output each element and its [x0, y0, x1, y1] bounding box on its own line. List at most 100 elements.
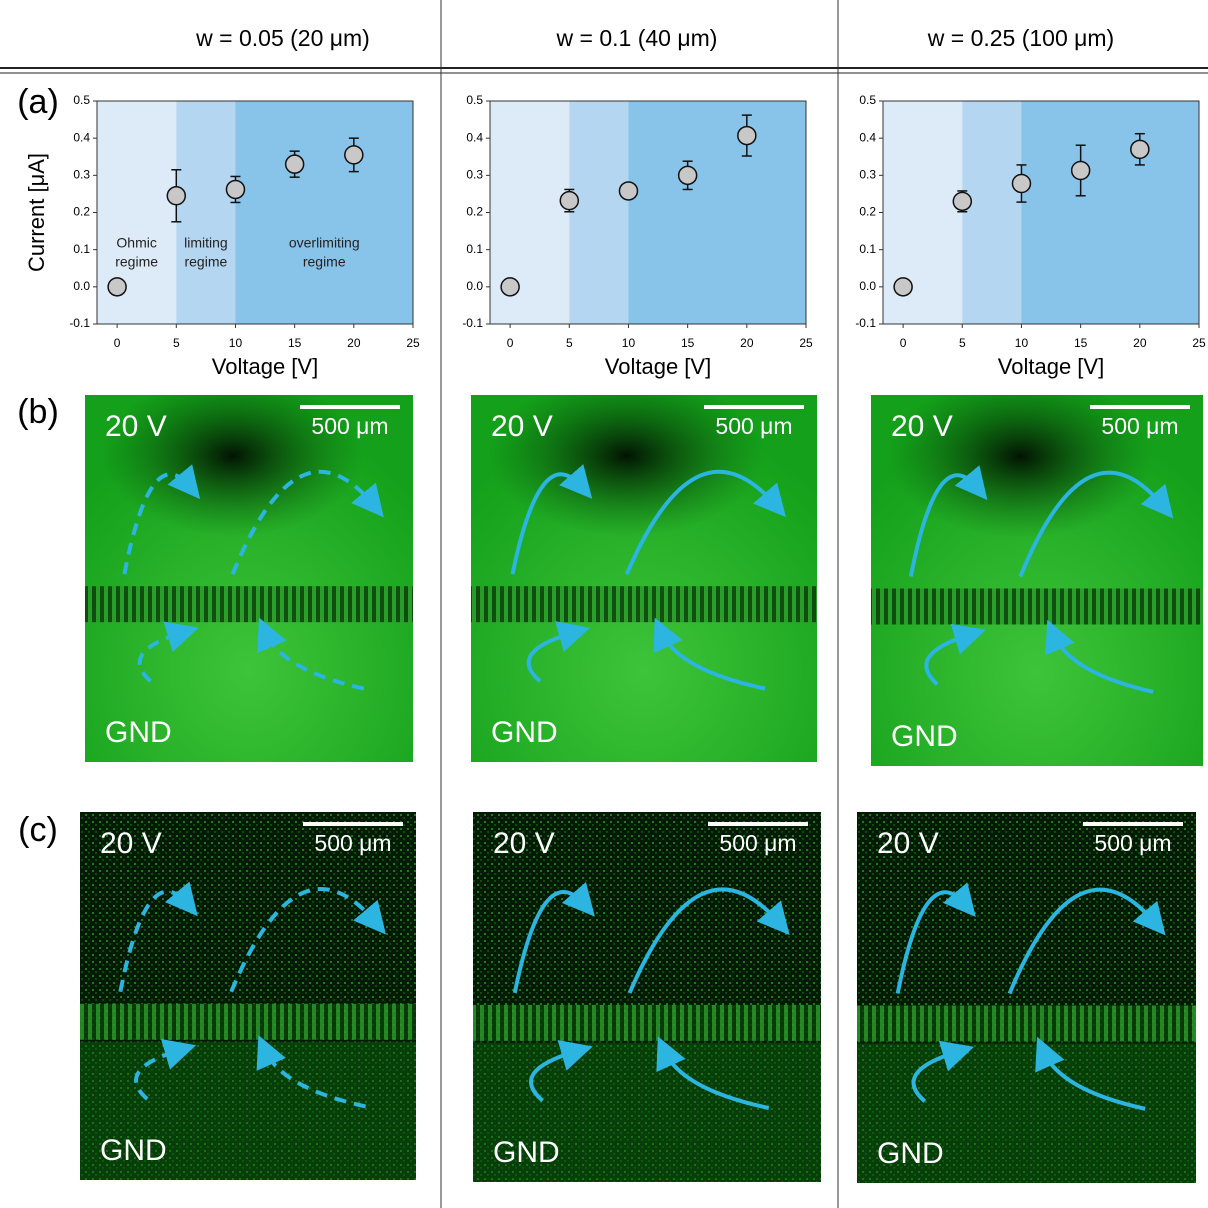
regime-label: limiting [184, 235, 228, 251]
voltage-label: 20 V [491, 410, 553, 443]
x-tick-label: 10 [622, 336, 636, 350]
y-tick-label: -0.1 [855, 316, 876, 330]
x-tick-label: 0 [114, 336, 121, 350]
x-tick-label: 25 [799, 336, 813, 350]
x-tick-label: 25 [1192, 336, 1206, 350]
channel [857, 1005, 1196, 1041]
x-tick-label: 15 [288, 336, 302, 350]
regime-label: Ohmic [116, 235, 156, 251]
scale-label: 500 μm [314, 830, 391, 856]
channel [471, 586, 817, 622]
ground-label: GND [891, 720, 958, 753]
figure: (a) (b) (c) w = 0.05 (20 μm) w = 0.1 (40 … [0, 0, 1208, 1208]
scale-label: 500 μm [1094, 830, 1171, 856]
panel-label: (a) [17, 83, 59, 121]
regime-label: regime [184, 254, 227, 270]
x-tick-label: 10 [229, 336, 243, 350]
data-point [619, 182, 637, 200]
data-point [1131, 140, 1149, 158]
y-tick-label: 0.2 [466, 205, 483, 219]
x-tick-label: 15 [1074, 336, 1088, 350]
x-axis-label: Voltage [V] [212, 354, 318, 379]
data-point [560, 192, 578, 210]
data-point [167, 187, 185, 205]
scale-label: 500 μm [715, 413, 792, 439]
y-tick-label: 0.2 [859, 205, 876, 219]
scale-label: 500 μm [1101, 413, 1178, 439]
y-tick-label: -0.1 [69, 316, 90, 330]
ground-label: GND [105, 716, 172, 749]
ground-label: GND [491, 716, 558, 749]
data-point [345, 146, 363, 164]
x-tick-label: 10 [1015, 336, 1029, 350]
ground-label: GND [877, 1137, 944, 1170]
channel [85, 586, 413, 622]
data-point [894, 278, 912, 296]
regime-label: regime [303, 254, 346, 270]
channel [80, 1004, 416, 1040]
y-tick-label: 0.1 [466, 242, 483, 256]
column-header: w = 0.25 (100 μm) [927, 25, 1114, 51]
x-tick-label: 25 [406, 336, 420, 350]
regime-band [235, 101, 413, 324]
ground-label: GND [100, 1134, 167, 1167]
data-point [679, 166, 697, 184]
y-tick-label: 0.5 [859, 93, 876, 107]
x-tick-label: 15 [681, 336, 695, 350]
y-tick-label: 0.3 [466, 168, 483, 182]
regime-band [962, 101, 1021, 324]
x-tick-label: 5 [959, 336, 966, 350]
data-point [1072, 162, 1090, 180]
regime-band [569, 101, 628, 324]
y-tick-label: 0.3 [859, 168, 876, 182]
x-tick-label: 20 [1133, 336, 1147, 350]
panel-label: (b) [17, 393, 59, 431]
scale-label: 500 μm [719, 830, 796, 856]
y-tick-label: 0.0 [466, 279, 483, 293]
scale-label: 500 μm [311, 413, 388, 439]
x-tick-label: 0 [900, 336, 907, 350]
y-tick-label: 0.4 [73, 130, 90, 144]
data-point [953, 192, 971, 210]
x-tick-label: 5 [173, 336, 180, 350]
voltage-label: 20 V [891, 410, 953, 443]
y-tick-label: -0.1 [462, 316, 483, 330]
y-axis-label: Current [μA] [24, 153, 49, 272]
data-point [738, 127, 756, 145]
regime-label: regime [115, 254, 158, 270]
x-tick-label: 20 [347, 336, 361, 350]
voltage-label: 20 V [493, 827, 555, 860]
y-tick-label: 0.2 [73, 205, 90, 219]
data-point [226, 180, 244, 198]
panel-label: (c) [18, 811, 58, 849]
data-point [108, 278, 126, 296]
x-tick-label: 5 [566, 336, 573, 350]
regime-band [176, 101, 235, 324]
y-tick-label: 0.3 [73, 168, 90, 182]
regime-band [1021, 101, 1199, 324]
y-tick-label: 0.1 [73, 242, 90, 256]
voltage-label: 20 V [105, 410, 167, 443]
y-tick-label: 0.0 [859, 279, 876, 293]
voltage-label: 20 V [877, 827, 939, 860]
regime-label: overlimiting [289, 235, 360, 251]
channel [473, 1005, 821, 1041]
y-tick-label: 0.4 [466, 130, 483, 144]
y-tick-label: 0.5 [466, 93, 483, 107]
x-axis-label: Voltage [V] [998, 354, 1104, 379]
x-tick-label: 0 [507, 336, 514, 350]
ground-label: GND [493, 1136, 560, 1169]
y-tick-label: 0.1 [859, 242, 876, 256]
y-tick-label: 0.4 [859, 130, 876, 144]
data-point [1012, 175, 1030, 193]
data-point [501, 278, 519, 296]
regime-band [628, 101, 806, 324]
column-header: w = 0.05 (20 μm) [195, 25, 370, 51]
x-tick-label: 20 [740, 336, 754, 350]
voltage-label: 20 V [100, 827, 162, 860]
x-axis-label: Voltage [V] [605, 354, 711, 379]
data-point [286, 155, 304, 173]
y-tick-label: 0.5 [73, 93, 90, 107]
column-header: w = 0.1 (40 μm) [556, 25, 718, 51]
y-tick-label: 0.0 [73, 279, 90, 293]
